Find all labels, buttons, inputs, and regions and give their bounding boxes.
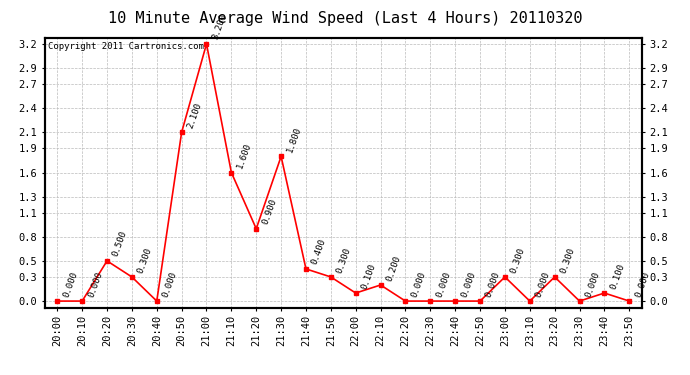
Text: 0.300: 0.300: [136, 246, 154, 274]
Text: 0.000: 0.000: [460, 270, 477, 298]
Text: 0.000: 0.000: [161, 270, 179, 298]
Text: 0.500: 0.500: [111, 230, 129, 258]
Text: 3.200: 3.200: [210, 13, 228, 41]
Text: 0.300: 0.300: [509, 246, 526, 274]
Text: 0.300: 0.300: [335, 246, 353, 274]
Text: 0.300: 0.300: [559, 246, 576, 274]
Text: 1.600: 1.600: [235, 141, 253, 170]
Text: Copyright 2011 Cartronics.com: Copyright 2011 Cartronics.com: [48, 42, 204, 51]
Text: 10 Minute Average Wind Speed (Last 4 Hours) 20110320: 10 Minute Average Wind Speed (Last 4 Hou…: [108, 11, 582, 26]
Text: 2.100: 2.100: [186, 101, 204, 129]
Text: 1.800: 1.800: [285, 125, 303, 154]
Text: 0.000: 0.000: [584, 270, 602, 298]
Text: 0.000: 0.000: [86, 270, 104, 298]
Text: 0.400: 0.400: [310, 238, 328, 266]
Text: 0.000: 0.000: [61, 270, 79, 298]
Text: 0.000: 0.000: [435, 270, 452, 298]
Text: 0.000: 0.000: [534, 270, 551, 298]
Text: 0.000: 0.000: [410, 270, 427, 298]
Text: 0.200: 0.200: [385, 254, 402, 282]
Text: 0.900: 0.900: [260, 198, 278, 226]
Text: 0.000: 0.000: [484, 270, 502, 298]
Text: 0.100: 0.100: [609, 262, 627, 290]
Text: 0.000: 0.000: [633, 270, 651, 298]
Text: 0.100: 0.100: [360, 262, 377, 290]
